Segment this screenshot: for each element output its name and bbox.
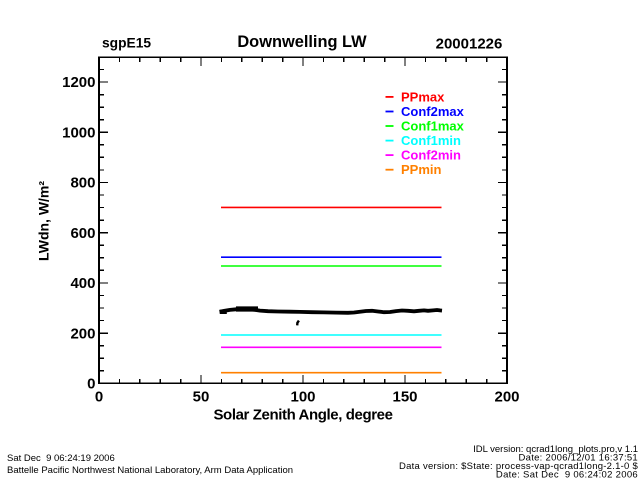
svg-text:Conf2max: Conf2max	[401, 104, 465, 119]
svg-text:200: 200	[494, 389, 519, 406]
svg-text:IDL version: qcrad1long_plots.: IDL version: qcrad1long_plots.pro,v 1.1	[473, 444, 638, 455]
svg-text:Date: 2006/12/01 16:37:51: Date: 2006/12/01 16:37:51	[518, 453, 638, 464]
svg-text:sgpE15: sgpE15	[102, 36, 151, 51]
svg-text:100: 100	[290, 389, 315, 406]
svg-text:800: 800	[70, 175, 95, 192]
svg-text:400: 400	[70, 275, 95, 292]
svg-text:0: 0	[87, 376, 95, 393]
svg-text:150: 150	[392, 389, 417, 406]
svg-text:Downwelling LW: Downwelling LW	[237, 33, 367, 51]
svg-text:0: 0	[95, 389, 103, 406]
svg-text:Conf1min: Conf1min	[401, 133, 461, 148]
svg-text:PPmin: PPmin	[401, 162, 442, 177]
svg-text:600: 600	[70, 225, 95, 242]
svg-text:Conf1max: Conf1max	[401, 119, 465, 134]
svg-text:Data version: $State: process-: Data version: $State: process-vap-qcrad1…	[399, 461, 638, 472]
svg-text:Date: Sat Dec 9 06:24:02 2006: Date: Sat Dec 9 06:24:02 2006	[496, 470, 638, 480]
svg-text:50: 50	[193, 389, 210, 406]
svg-text:20001226: 20001226	[436, 36, 503, 53]
svg-text:Sat Dec 9 06:24:19 2006: Sat Dec 9 06:24:19 2006	[7, 453, 115, 464]
svg-text:Solar Zenith Angle, degree: Solar Zenith Angle, degree	[213, 407, 392, 424]
svg-text:LWdn, W/m²: LWdn, W/m²	[36, 181, 52, 261]
svg-text:1000: 1000	[62, 124, 95, 141]
svg-text:200: 200	[70, 325, 95, 342]
svg-text:PPmax: PPmax	[401, 90, 445, 105]
svg-text:Conf2min: Conf2min	[401, 148, 461, 163]
svg-text:Battelle Pacific Northwest Nat: Battelle Pacific Northwest National Labo…	[7, 465, 293, 476]
svg-text:1200: 1200	[62, 74, 95, 91]
